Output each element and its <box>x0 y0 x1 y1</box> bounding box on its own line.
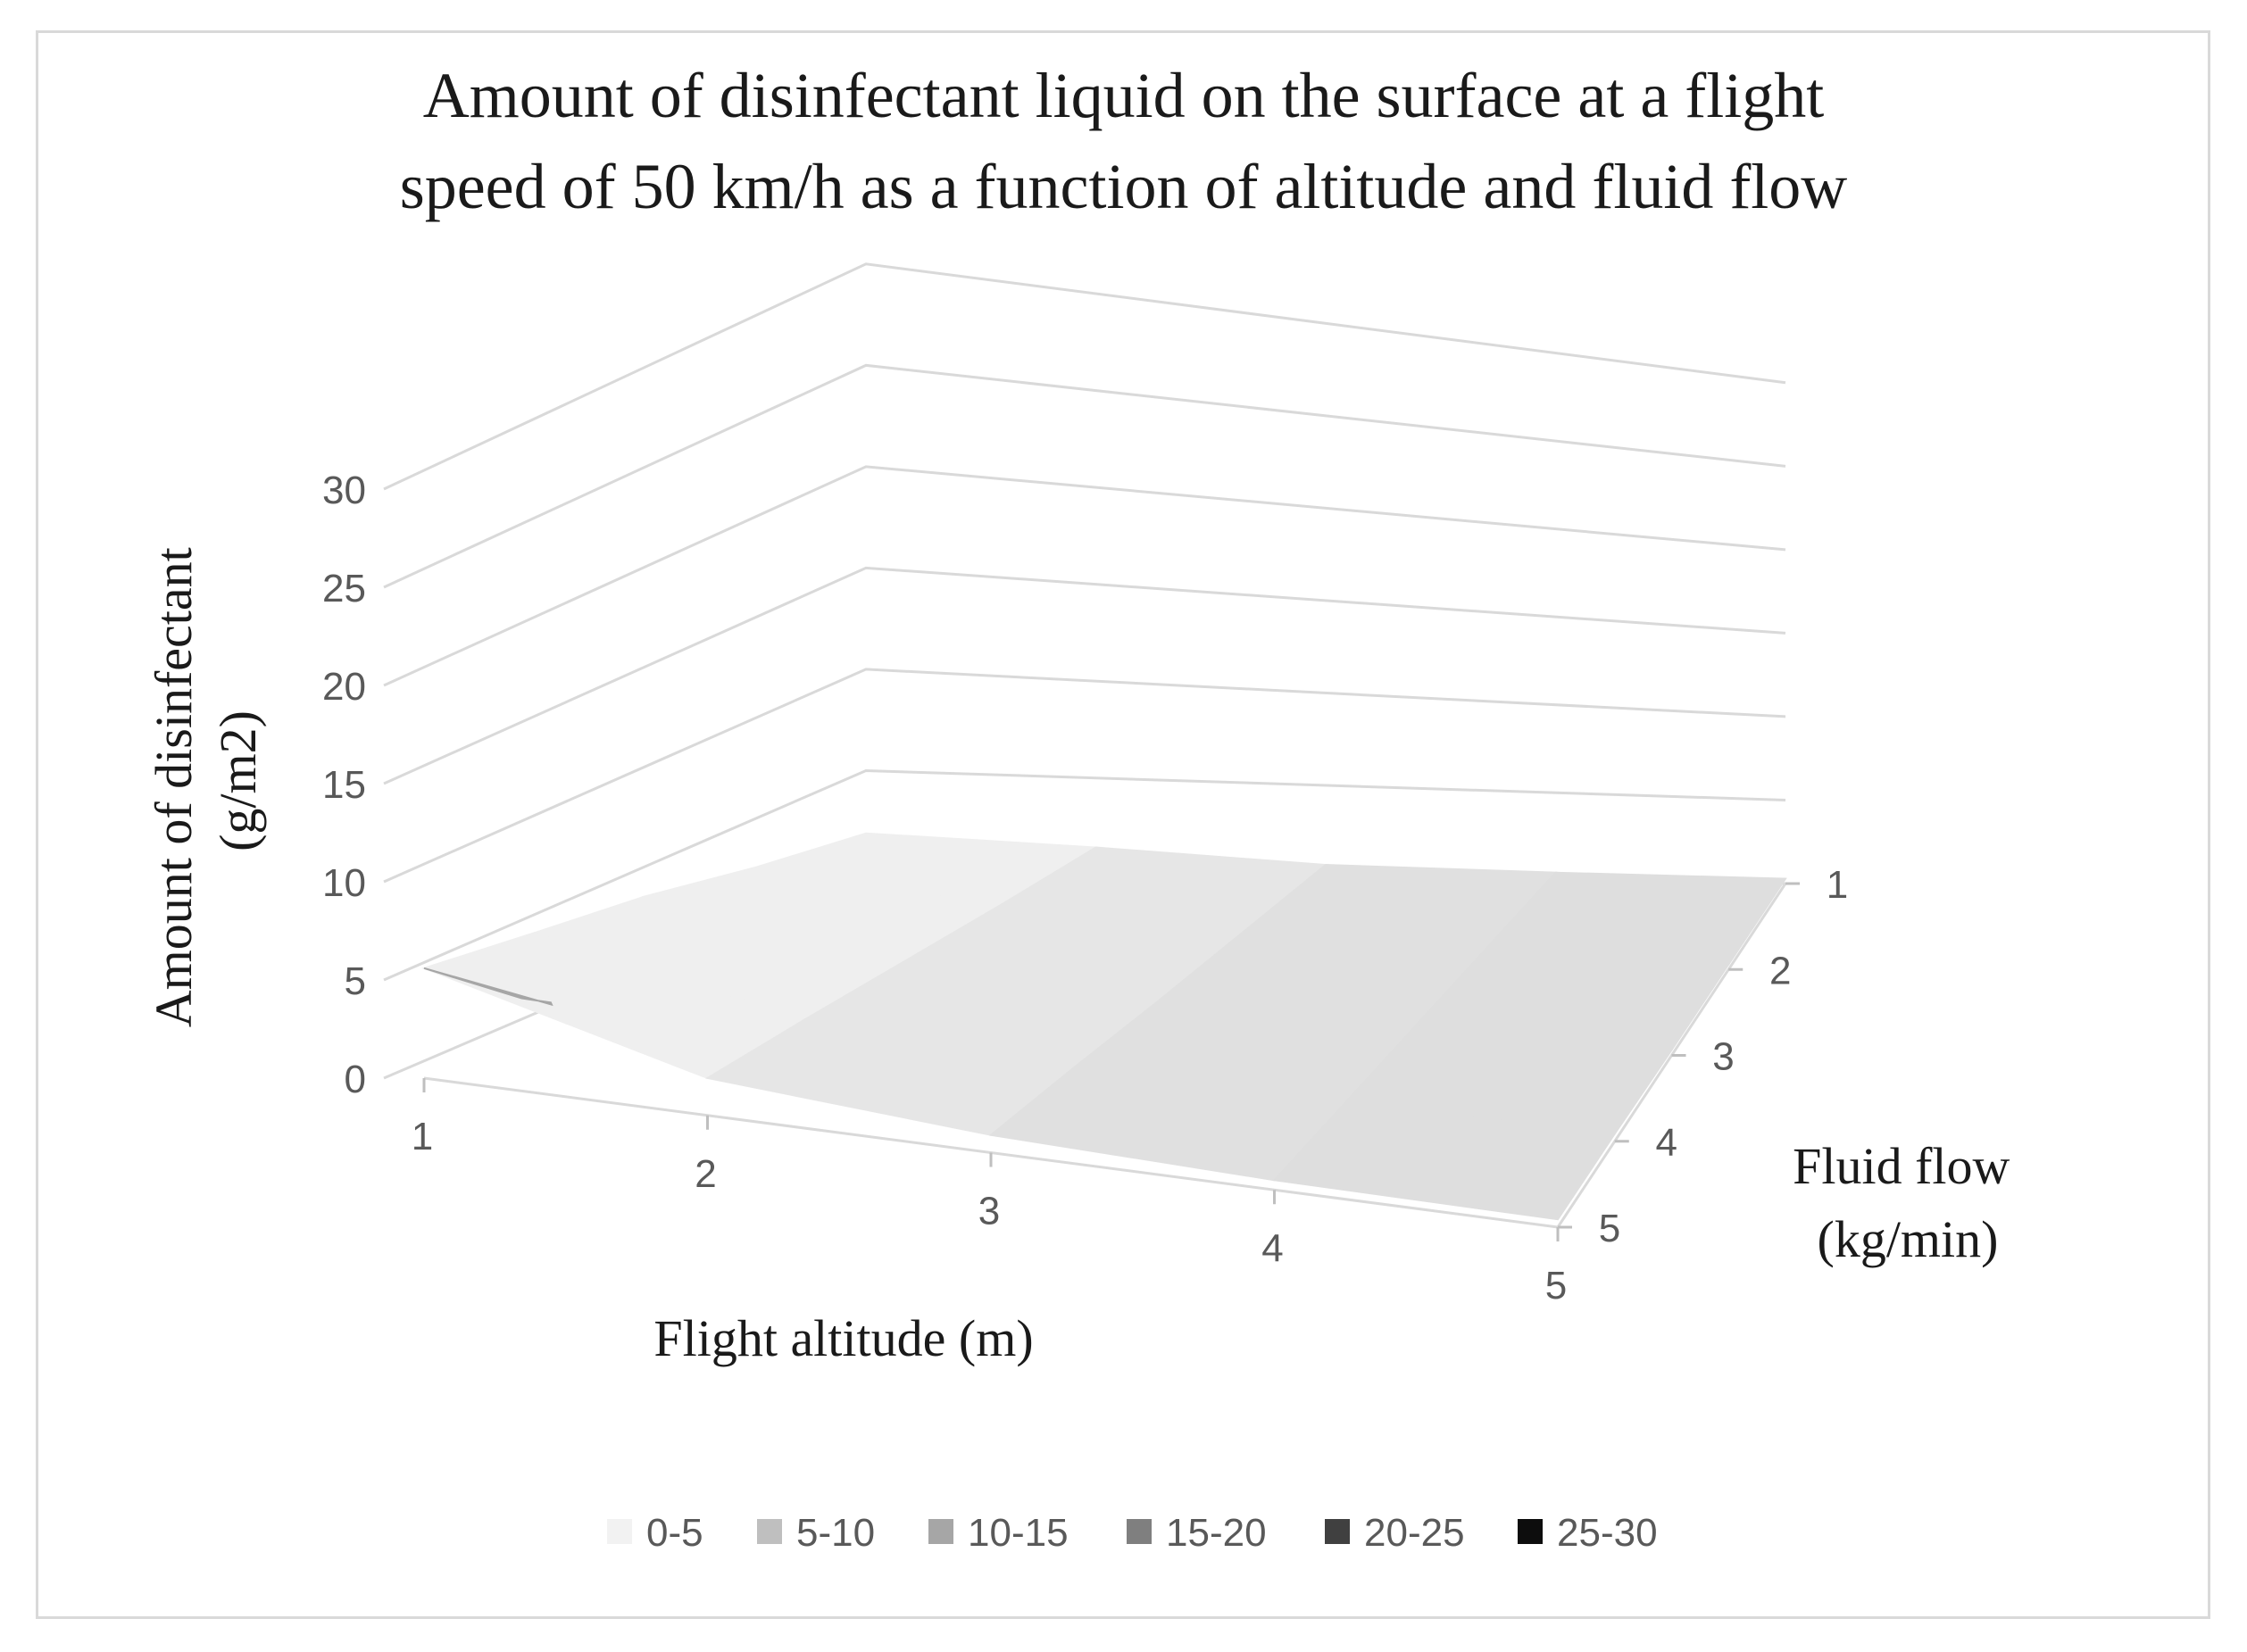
flight-altitude-axis-ticks: 1 2 3 4 5 <box>412 1078 1567 1307</box>
legend-label: 10-15 <box>968 1511 1069 1555</box>
legend-label: 25-30 <box>1557 1511 1658 1555</box>
value-tick-label: 25 <box>322 567 366 610</box>
legend-swatch <box>1325 1519 1350 1544</box>
legend-label: 20-25 <box>1364 1511 1465 1555</box>
x-tick-label: 1 <box>412 1115 433 1158</box>
depth-tick-label: 1 <box>1827 863 1848 907</box>
legend-label: 5-10 <box>796 1511 875 1555</box>
gridline <box>383 668 1786 884</box>
value-tick-label: 0 <box>345 1058 366 1101</box>
y-axis-title-line-2: (g/m2) <box>209 710 267 851</box>
legend-swatch <box>1127 1519 1152 1544</box>
gridline <box>383 262 1786 491</box>
gridline <box>383 465 1786 687</box>
chart-title-line-1: Amount of disinfectant liquid on the sur… <box>422 60 1825 131</box>
depth-tick-label: 2 <box>1769 949 1791 992</box>
legend-swatch <box>1518 1519 1543 1544</box>
depth-tick-label: 4 <box>1656 1121 1677 1165</box>
y-axis-title: Amount of disinfectant (g/m2) <box>145 535 267 1028</box>
y-axis-title-line-1: Amount of disinfectant <box>145 547 203 1027</box>
legend: 0-5 5-10 10-15 15-20 20-25 25-30 <box>607 1511 1658 1555</box>
x-tick-label: 5 <box>1545 1264 1567 1307</box>
depth-tick-label: 3 <box>1712 1035 1734 1079</box>
depth-axis-title-line-2: (kg/min) <box>1818 1210 1999 1268</box>
surface-peak-cell <box>423 967 553 1007</box>
x-axis-title: Flight altitude (m) <box>653 1309 1033 1367</box>
value-tick-label: 30 <box>322 469 366 512</box>
x-tick-label: 2 <box>695 1152 716 1196</box>
gridline <box>383 363 1786 589</box>
legend-swatch <box>757 1519 782 1544</box>
chart-title-line-2: speed of 50 km/h as a function of altitu… <box>399 151 1848 222</box>
legend-swatch <box>928 1519 953 1544</box>
legend-label: 15-20 <box>1166 1511 1267 1555</box>
surface-cell <box>1272 1102 1617 1221</box>
value-tick-label: 5 <box>345 959 366 1003</box>
depth-axis-title: Fluid flow (kg/min) <box>1793 1137 2023 1268</box>
depth-tick-label: 5 <box>1599 1207 1620 1250</box>
gridline <box>383 566 1786 785</box>
value-tick-label: 10 <box>322 861 366 905</box>
legend-swatch <box>607 1519 632 1544</box>
x-tick-label: 3 <box>978 1190 1000 1233</box>
x-tick-label: 4 <box>1261 1226 1283 1270</box>
gridline <box>383 768 1786 982</box>
chart-title: Amount of disinfectant liquid on the sur… <box>0 50 2247 232</box>
legend-label: 0-5 <box>646 1511 703 1555</box>
depth-axis-title-line-1: Fluid flow <box>1793 1137 2010 1195</box>
value-axis-ticks: 0 5 10 15 20 25 30 <box>322 469 366 1101</box>
chart-frame <box>36 30 2210 1619</box>
value-tick-label: 15 <box>322 763 366 807</box>
value-tick-label: 20 <box>322 665 366 709</box>
surface-plot <box>421 832 1787 1221</box>
